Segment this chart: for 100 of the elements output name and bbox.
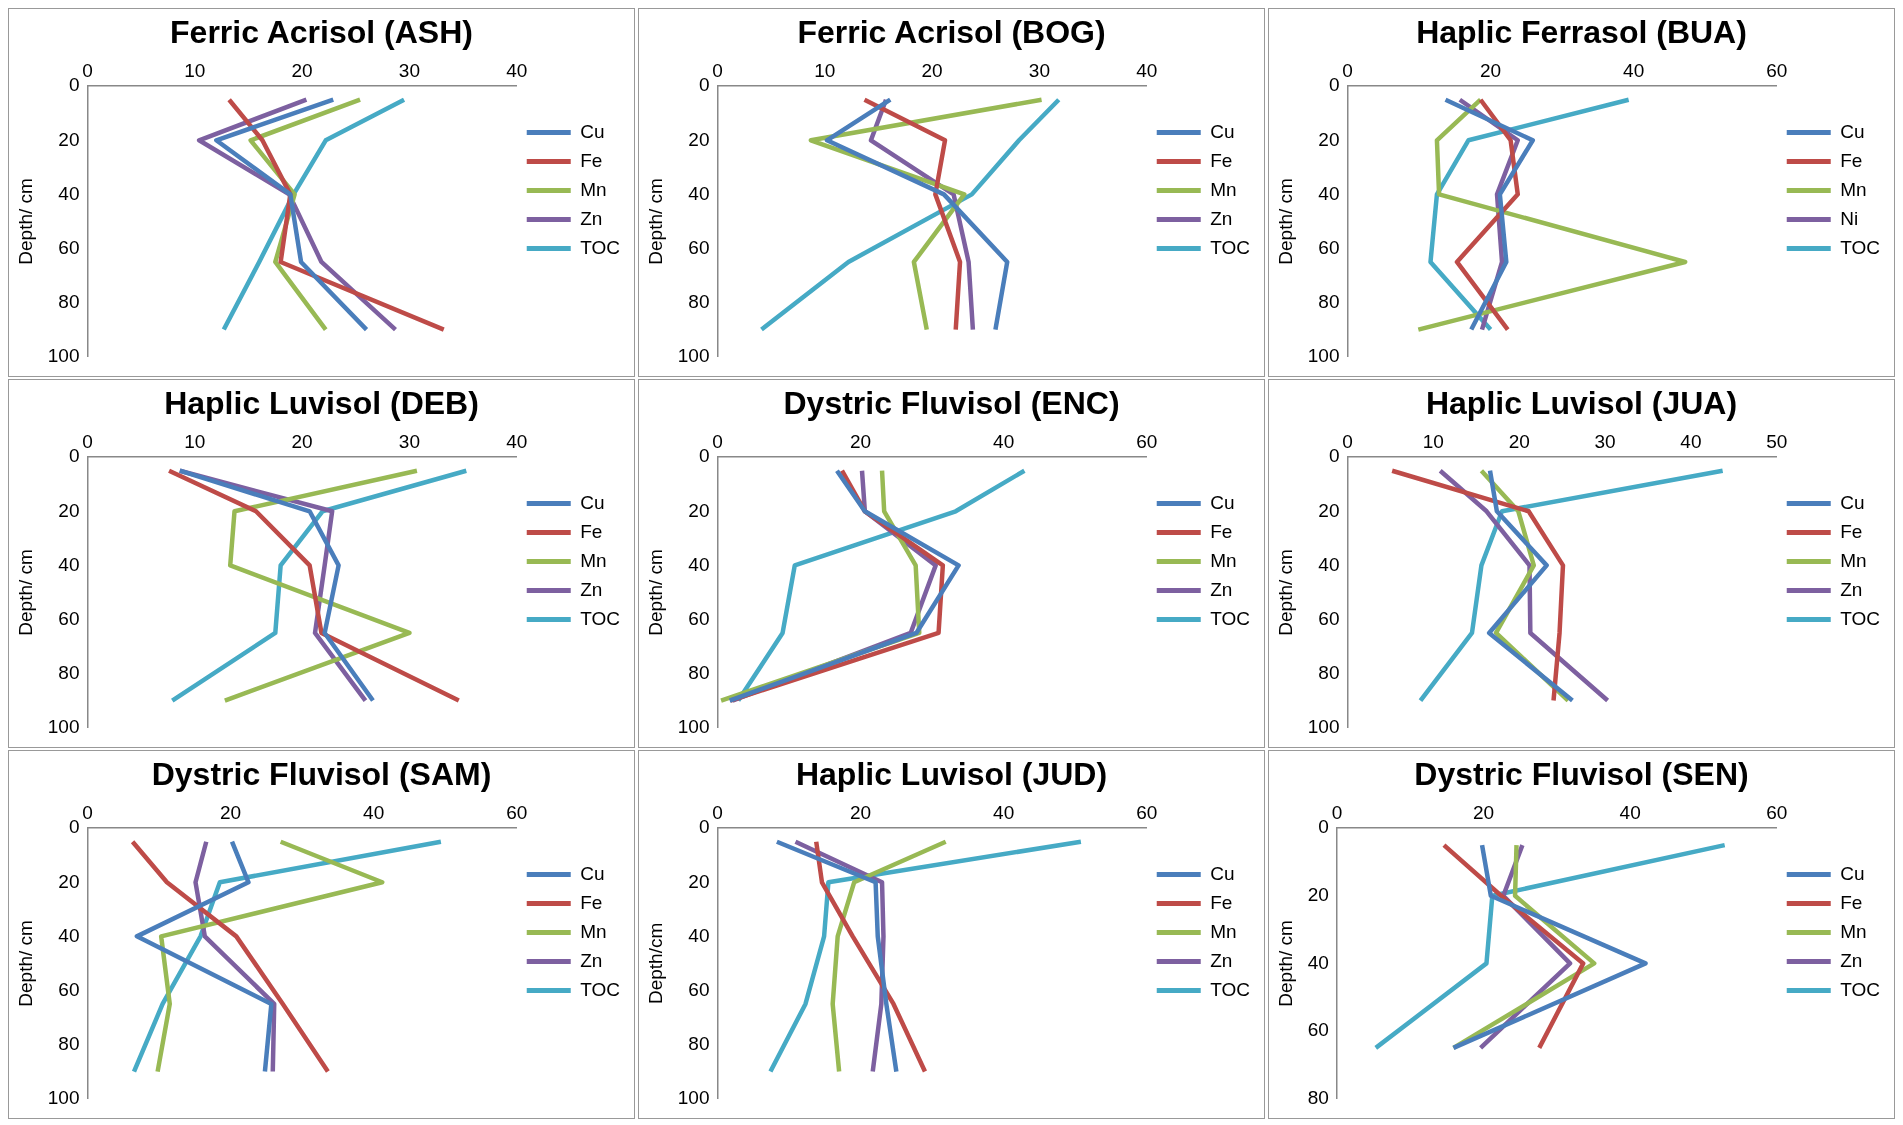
legend-label: Fe [1840, 891, 1863, 913]
y-tick-label: 100 [1307, 344, 1340, 366]
legend-label: Mn [1210, 920, 1237, 942]
legend-label: Fe [580, 149, 603, 171]
chart-title: Haplic Luvisol (JUD) [795, 756, 1108, 793]
legend-label: Fe [1840, 520, 1863, 542]
y-tick-label: 0 [68, 816, 80, 838]
chart-title: Ferric Acrisol (ASH) [170, 14, 473, 51]
x-tick-label: 10 [184, 431, 206, 453]
legend-label: Cu [1840, 491, 1865, 513]
legend-label: TOC [1210, 607, 1250, 629]
x-tick-label: 60 [1766, 802, 1788, 824]
y-tick-label: 80 [688, 1032, 710, 1054]
y-tick-label: 0 [1328, 74, 1340, 96]
chart-title: Haplic Luvisol (JUA) [1425, 385, 1738, 422]
y-tick-label: 80 [1318, 661, 1340, 683]
x-tick-label: 40 [1136, 60, 1158, 82]
x-tick-label: 40 [993, 802, 1015, 824]
y-tick-label: 40 [1307, 951, 1329, 973]
y-tick-label: 40 [58, 182, 80, 204]
y-tick-label: 80 [58, 1032, 80, 1054]
y-tick-label: 100 [677, 344, 710, 366]
legend-label: Zn [1210, 207, 1233, 229]
y-tick-label: 0 [68, 74, 80, 96]
x-tick-label: 40 [1619, 802, 1641, 824]
y-tick-label: 60 [1307, 1019, 1329, 1041]
legend-label: Mn [580, 920, 607, 942]
x-tick-label: 40 [993, 431, 1015, 453]
x-tick-label: 30 [398, 431, 420, 453]
x-tick-label: 10 [814, 60, 836, 82]
y-tick-label: 60 [1318, 607, 1340, 629]
x-tick-label: 50 [1766, 431, 1788, 453]
legend-label: Zn [1210, 949, 1233, 971]
y-tick-label: 20 [58, 870, 80, 892]
y-tick-label: 60 [58, 978, 80, 1000]
legend-label: Cu [580, 120, 605, 142]
legend-label: Cu [1210, 120, 1235, 142]
y-tick-label: 20 [1318, 499, 1340, 521]
chart-title: Dystric Fluvisol (SEN) [1414, 756, 1749, 793]
legend-label: Fe [1840, 149, 1863, 171]
legend-label: Fe [580, 520, 603, 542]
legend-label: Mn [1840, 178, 1867, 200]
y-tick-label: 20 [1318, 128, 1340, 150]
y-tick-label: 40 [1318, 182, 1340, 204]
x-tick-label: 20 [220, 802, 242, 824]
y-axis-title: Depth/ cm [14, 178, 36, 265]
y-tick-label: 100 [677, 1086, 710, 1108]
legend-label: Cu [580, 862, 605, 884]
y-tick-label: 40 [688, 182, 710, 204]
x-tick-label: 40 [506, 60, 528, 82]
y-tick-label: 40 [58, 924, 80, 946]
y-tick-label: 80 [1307, 1086, 1329, 1108]
x-tick-label: 20 [850, 802, 872, 824]
x-tick-label: 30 [398, 60, 420, 82]
chart-title: Ferric Acrisol (BOG) [797, 14, 1106, 51]
y-tick-label: 60 [688, 607, 710, 629]
legend-label: Mn [1840, 549, 1867, 571]
legend-label: TOC [1840, 236, 1880, 258]
y-tick-label: 40 [688, 553, 710, 575]
y-tick-label: 60 [688, 236, 710, 258]
legend-label: Cu [580, 491, 605, 513]
y-axis-title: Depth/ cm [1274, 920, 1296, 1007]
legend-label: Fe [1210, 149, 1233, 171]
y-tick-label: 20 [1307, 884, 1329, 906]
legend-label: Zn [580, 207, 603, 229]
x-tick-label: 30 [1594, 431, 1616, 453]
y-tick-label: 0 [698, 74, 710, 96]
y-tick-label: 0 [68, 445, 80, 467]
x-tick-label: 40 [1680, 431, 1702, 453]
legend-label: Cu [1840, 862, 1865, 884]
chart-title: Dystric Fluvisol (SAM) [151, 756, 492, 793]
legend-label: TOC [580, 607, 620, 629]
y-tick-label: 20 [58, 128, 80, 150]
legend-label: Mn [1210, 178, 1237, 200]
legend-label: TOC [580, 236, 620, 258]
y-tick-label: 0 [698, 816, 710, 838]
y-tick-label: 20 [58, 499, 80, 521]
legend-label: TOC [1840, 607, 1880, 629]
legend-label: Ni [1840, 207, 1859, 229]
y-tick-label: 100 [47, 715, 80, 737]
x-tick-label: 20 [1508, 431, 1530, 453]
y-tick-label: 60 [58, 607, 80, 629]
y-tick-label: 40 [1318, 553, 1340, 575]
y-tick-label: 60 [1318, 236, 1340, 258]
y-tick-label: 100 [47, 1086, 80, 1108]
y-axis-title: Depth/ cm [644, 549, 666, 636]
y-tick-label: 0 [1328, 445, 1340, 467]
legend-label: TOC [580, 978, 620, 1000]
legend-label: Mn [1840, 920, 1867, 942]
x-tick-label: 60 [1766, 60, 1788, 82]
x-tick-label: 30 [1028, 60, 1050, 82]
y-tick-label: 60 [58, 236, 80, 258]
legend-label: TOC [1210, 978, 1250, 1000]
y-axis-title: Depth/ cm [1274, 549, 1296, 636]
x-tick-label: 60 [506, 802, 528, 824]
legend-label: Zn [1840, 578, 1863, 600]
legend-label: Fe [580, 891, 603, 913]
y-axis-title: Depth/ cm [644, 178, 666, 265]
legend-label: Zn [1210, 578, 1233, 600]
y-axis-title: Depth/cm [644, 922, 666, 1005]
